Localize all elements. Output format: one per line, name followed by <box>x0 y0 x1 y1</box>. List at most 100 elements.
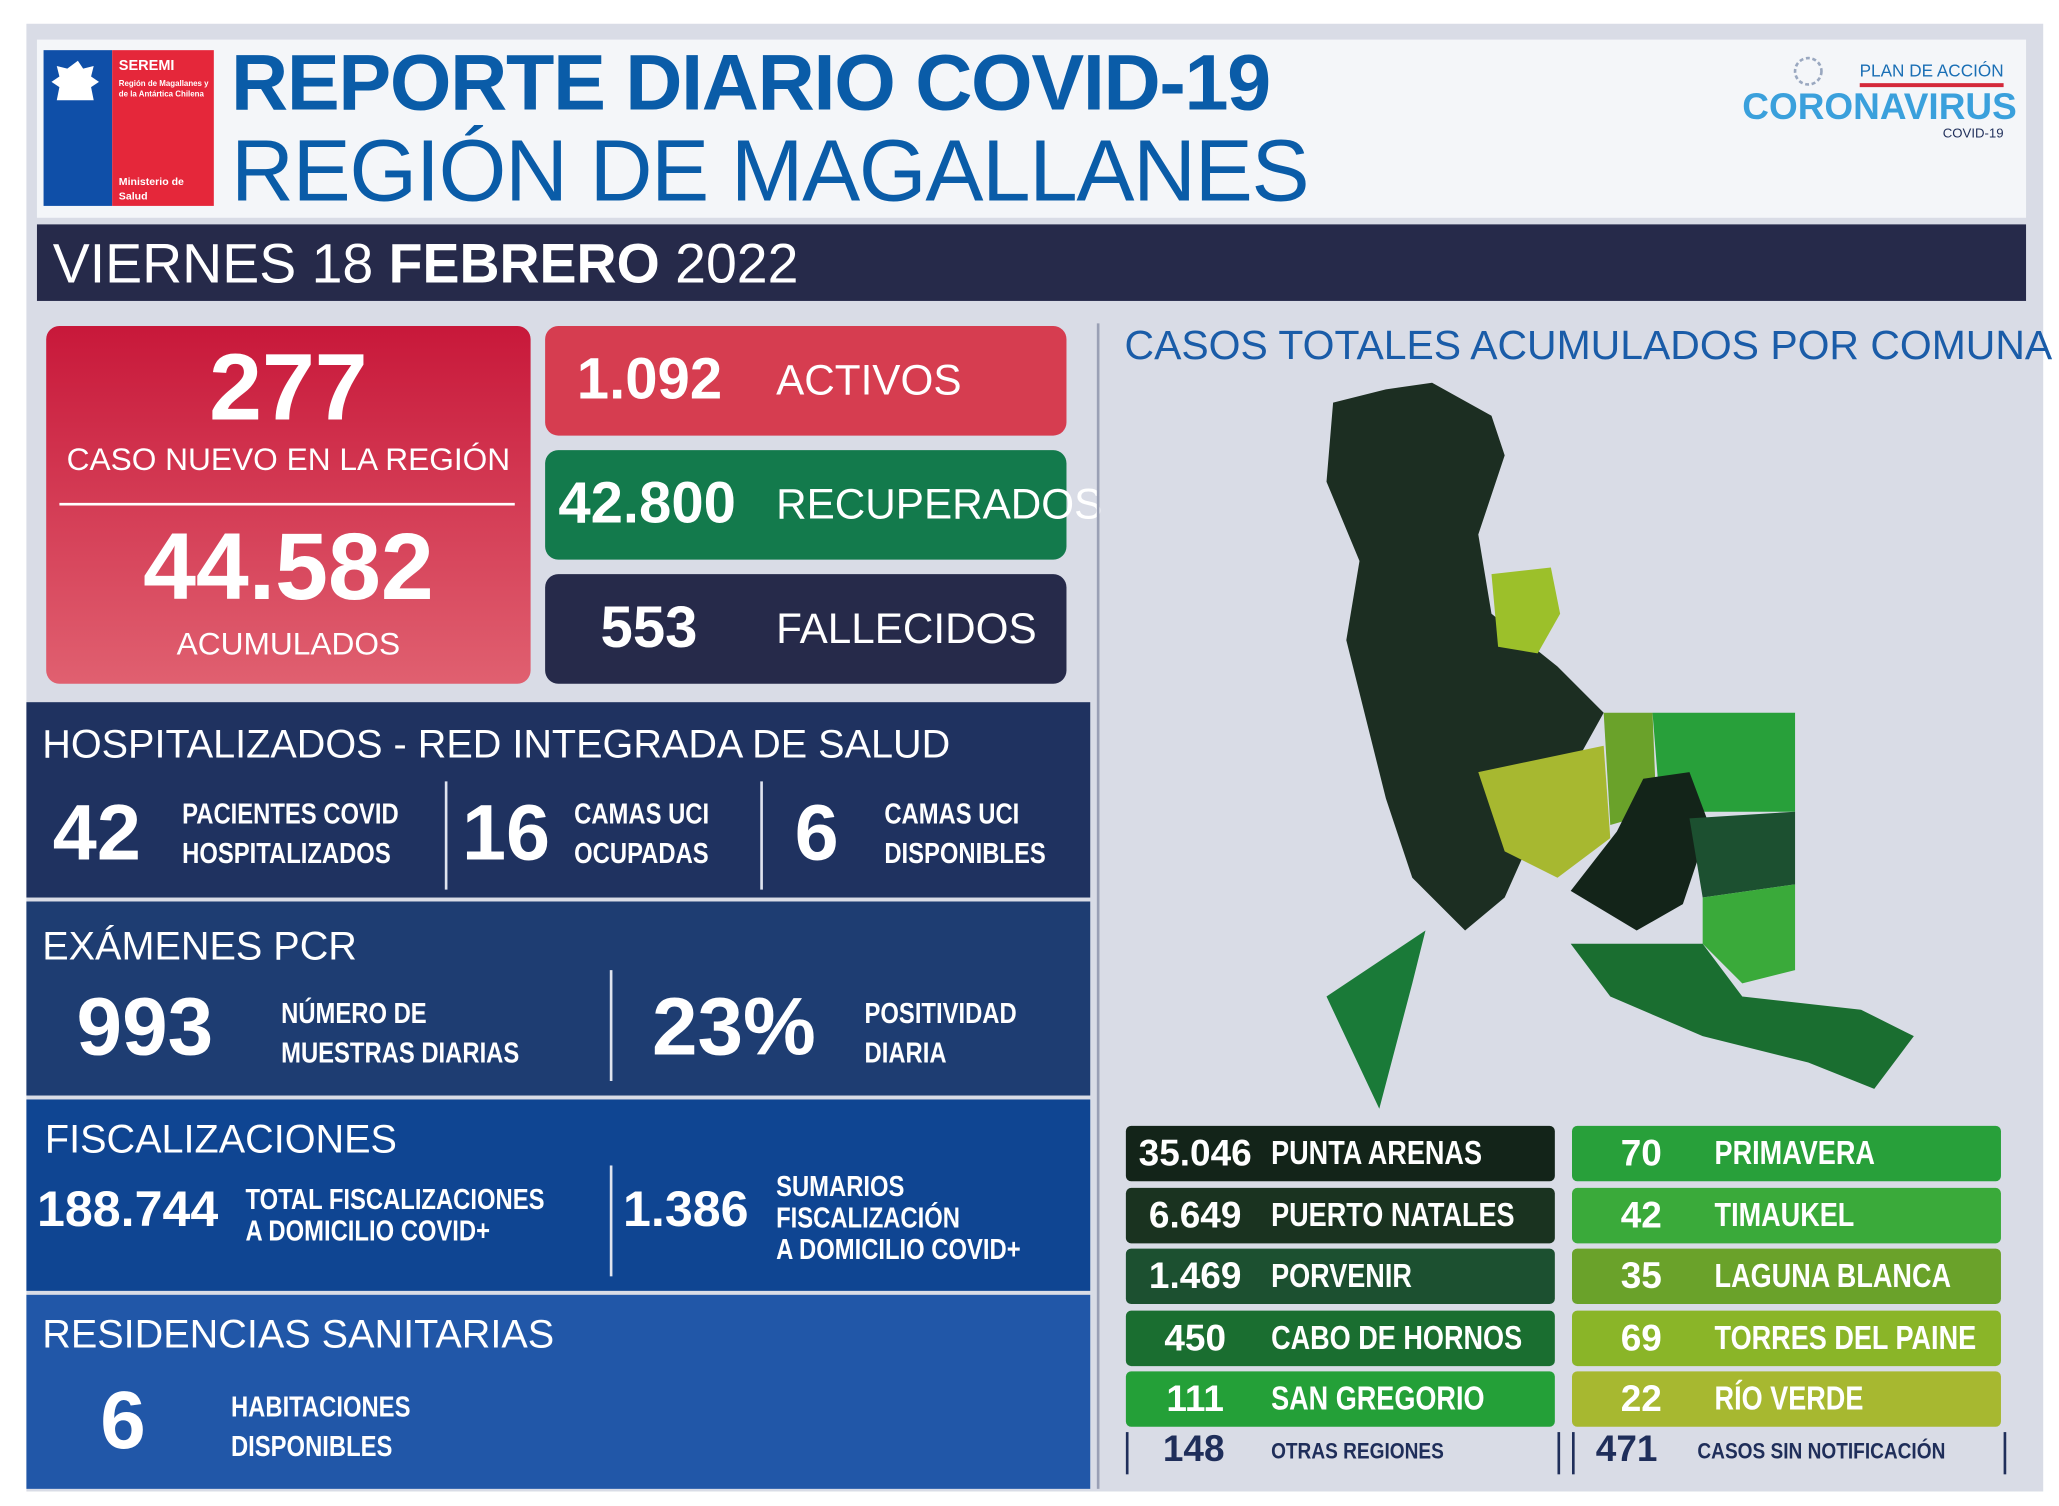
comuna-value: 35.046 <box>1138 1132 1252 1174</box>
comuna-name: TORRES DEL PAINE <box>1714 1319 1977 1357</box>
unnotified-label: CASOS SIN NOTIFICACIÓN <box>1697 1438 1946 1464</box>
other-label: OTRAS REGIONES <box>1271 1438 1444 1464</box>
comuna-value: 42 <box>1620 1193 1662 1235</box>
residences-section: RESIDENCIAS SANITARIAS 6 HABITACIONES DIS… <box>26 1294 1091 1489</box>
deaths-card: 553 FALLECIDOS <box>545 574 1067 684</box>
fisc-sum-label: SUMARIOS FISCALIZACIÓN A DOMICILIO COVID+ <box>776 1169 1021 1266</box>
weekday: VIERNES <box>52 232 297 295</box>
divider <box>444 781 448 890</box>
fisc-title: FISCALIZACIONES <box>44 1117 397 1162</box>
positivity-label: POSITIVIDAD DIARIA <box>864 996 1017 1070</box>
unnotified-value: 471 <box>1595 1428 1658 1470</box>
recovered-value: 42.800 <box>558 471 736 536</box>
comuna-name: SAN GREGORIO <box>1271 1380 1485 1418</box>
divider <box>609 1165 613 1277</box>
map-torres-del-paine <box>1491 567 1561 654</box>
plan-top: PLAN DE ACCIÓN <box>1859 61 2004 88</box>
plan-sub: COVID-19 <box>1942 126 2004 142</box>
comuna-value: 35 <box>1620 1255 1662 1297</box>
comuna-row: 22 RÍO VERDE <box>1572 1371 2001 1427</box>
comuna-name: CABO DE HORNOS <box>1271 1319 1523 1357</box>
comuna-name: RÍO VERDE <box>1714 1380 1864 1418</box>
icu-occupied-value: 16 <box>461 787 551 877</box>
patients-value: 42 <box>52 787 141 877</box>
map-cabo-de-hornos <box>1570 943 1914 1089</box>
icu-available-label: CAMAS UCI DISPONIBLES <box>884 797 1046 870</box>
active-label: ACTIVOS <box>776 356 962 404</box>
map-rio-verde <box>1478 745 1611 878</box>
comuna-row: 69 TORRES DEL PAINE <box>1572 1310 2001 1366</box>
comuna-name: PUNTA ARENAS <box>1271 1135 1483 1173</box>
comuna-name: TIMAUKEL <box>1714 1196 1855 1234</box>
pcr-section: EXÁMENES PCR 993 NÚMERO DE MUESTRAS DIARI… <box>26 901 1091 1096</box>
samples-value: 993 <box>76 982 214 1074</box>
region-map <box>1326 382 1914 1109</box>
pcr-title: EXÁMENES PCR <box>42 925 357 969</box>
res-label: HABITACIONES DISPONIBLES <box>230 1389 411 1463</box>
map-porvenir <box>1689 811 1796 898</box>
day: 18 <box>311 232 374 295</box>
comuna-row: 6.649 PUERTO NATALES <box>1125 1187 1555 1243</box>
divider <box>760 781 763 890</box>
logo-title: SEREMI <box>118 58 175 74</box>
patients-label: PACIENTES COVID HOSPITALIZADOS <box>182 797 399 870</box>
year: 2022 <box>675 232 799 295</box>
logo-sub: Región de Magallanes y de la Antártica C… <box>118 80 209 99</box>
map-punta-arenas <box>1570 772 1710 931</box>
accumulated-value: 44.582 <box>143 514 434 621</box>
positivity-value: 23% <box>652 982 816 1074</box>
recovered-card: 42.800 RECUPERADOS <box>545 450 1102 560</box>
comuna-value: 69 <box>1620 1316 1662 1358</box>
deaths-label: FALLECIDOS <box>776 604 1037 653</box>
header <box>36 39 2027 218</box>
comuna-row: 35 LAGUNA BLANCA <box>1572 1248 2001 1305</box>
fisc-section: FISCALIZACIONES 188.744 TOTAL FISCALIZAC… <box>26 1099 1091 1291</box>
icu-available-value: 6 <box>794 787 839 877</box>
comuna-name: PUERTO NATALES <box>1271 1196 1515 1234</box>
comuna-value: 450 <box>1164 1316 1227 1358</box>
comuna-name: LAGUNA BLANCA <box>1714 1257 1952 1295</box>
month: FEBRERO <box>388 232 660 295</box>
comuna-row: 42 TIMAUKEL <box>1572 1187 2001 1243</box>
hospital-section: HOSPITALIZADOS - RED INTEGRADA DE SALUD … <box>26 702 1091 898</box>
new-cases-label: CASO NUEVO EN LA REGIÓN <box>66 442 511 478</box>
fisc-total-value: 188.744 <box>36 1182 219 1239</box>
res-title: RESIDENCIAS SANITARIAS <box>42 1313 555 1357</box>
plan-main: CORONAVIRUS <box>1742 85 2017 127</box>
icu-occupied-label: CAMAS UCI OCUPADAS <box>574 797 710 870</box>
comuna-value: 6.649 <box>1148 1193 1242 1235</box>
other-value: 148 <box>1162 1428 1225 1470</box>
plan-logo: PLAN DE ACCIÓN CORONAVIRUS COVID-19 <box>1742 53 2017 143</box>
divider <box>59 502 515 506</box>
active-value: 1.092 <box>576 347 723 412</box>
comuna-value: 22 <box>1620 1377 1662 1419</box>
active-card: 1.092 ACTIVOS <box>545 326 1067 436</box>
comuna-row: 35.046 PUNTA ARENAS <box>1125 1125 1555 1182</box>
map-timaukel <box>1702 884 1796 984</box>
new-cases-card: 277 CASO NUEVO EN LA REGIÓN 44.582 ACUMU… <box>46 326 531 684</box>
comuna-row: 450 CABO DE HORNOS <box>1125 1310 1555 1366</box>
comuna-row: 1.469 PORVENIR <box>1125 1248 1555 1305</box>
accumulated-label: ACUMULADOS <box>176 626 401 663</box>
coat-of-arms-icon <box>51 60 99 101</box>
res-value: 6 <box>100 1375 146 1467</box>
divider <box>609 970 613 1081</box>
comuna-value: 111 <box>1166 1377 1224 1419</box>
logo-ministry: Ministerio de Salud <box>118 175 184 202</box>
recovered-label: RECUPERADOS <box>776 480 1103 528</box>
map-antartica <box>1326 930 1426 1109</box>
title-line1: REPORTE DIARIO COVID-19 <box>230 38 1271 127</box>
comuna-row: 111 SAN GREGORIO <box>1125 1371 1555 1427</box>
unnotified-cases: 471 CASOS SIN NOTIFICACIÓN <box>1572 1428 2007 1475</box>
comuna-name: PRIMAVERA <box>1714 1135 1875 1173</box>
comuna-value: 1.469 <box>1148 1255 1242 1297</box>
comunas-title: CASOS TOTALES ACUMULADOS POR COMUNA <box>1124 322 2053 369</box>
new-cases-value: 277 <box>209 335 368 441</box>
virus-icon <box>1793 56 1823 86</box>
hospital-title: HOSPITALIZADOS - RED INTEGRADA DE SALUD <box>42 723 951 767</box>
fisc-total-label: TOTAL FISCALIZACIONES A DOMICILIO COVID+ <box>245 1182 545 1248</box>
fisc-sum-value: 1.386 <box>622 1182 749 1239</box>
deaths-value: 553 <box>600 595 698 660</box>
seremi-logo: SEREMI Región de Magallanes y de la Antá… <box>43 50 214 206</box>
title-line2: REGIÓN DE MAGALLANES <box>230 121 1310 220</box>
